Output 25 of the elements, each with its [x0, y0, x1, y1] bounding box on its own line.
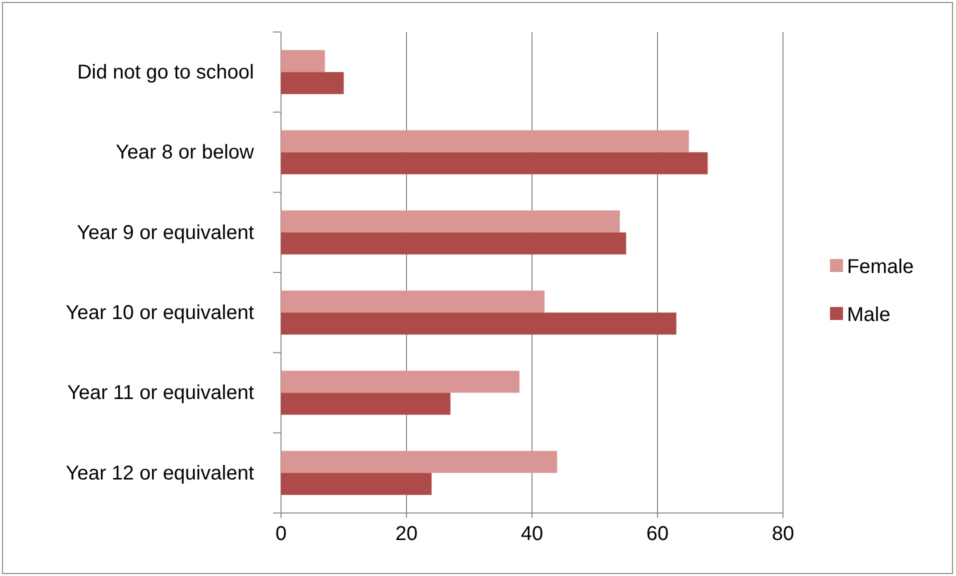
x-tick-label: 20: [395, 523, 418, 546]
bar: [281, 472, 432, 495]
bar: [281, 72, 344, 94]
x-tick-label: 0: [275, 523, 287, 546]
bar: [281, 210, 620, 232]
x-tick-label: 80: [772, 523, 794, 546]
y-tick-label: Year 12 or equivalent: [66, 462, 254, 484]
bar: [281, 130, 689, 152]
y-tick-label: Year 10 or equivalent: [66, 302, 254, 324]
y-tick-label: Year 9 or equivalent: [76, 222, 254, 244]
legend-label: Female: [847, 256, 914, 278]
bar: [281, 370, 520, 393]
bar: [281, 290, 545, 313]
bar: [281, 50, 325, 72]
x-tick-label: 40: [520, 523, 544, 546]
bar: [281, 450, 558, 473]
x-tick-label: 60: [646, 523, 669, 546]
y-tick-label: Year 11 or equivalent: [67, 382, 254, 404]
bar: [281, 312, 676, 335]
legend-label: Male: [847, 304, 890, 326]
y-tick-label: Did not go to school: [77, 61, 254, 84]
bar: [281, 152, 708, 174]
bar: [281, 232, 626, 254]
y-tick-label: Year 8 or below: [116, 142, 255, 164]
bar: [281, 392, 450, 415]
